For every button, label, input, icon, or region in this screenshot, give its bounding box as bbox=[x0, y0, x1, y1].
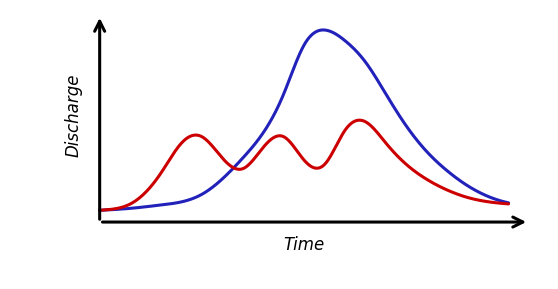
Text: Discharge: Discharge bbox=[64, 74, 82, 157]
Text: Time: Time bbox=[283, 236, 325, 254]
